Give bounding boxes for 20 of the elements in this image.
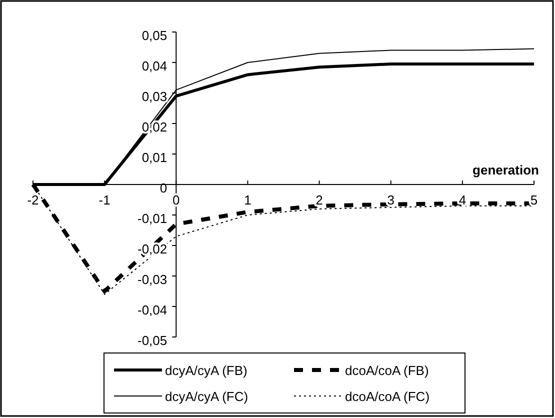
- legend-label: dcoA/coA (FC): [345, 389, 430, 404]
- y-tick-label: 0,05: [142, 28, 168, 43]
- x-axis-title: generation: [472, 162, 540, 178]
- x-tick-label: -2: [27, 192, 39, 208]
- y-tick-label: 0,04: [142, 58, 168, 74]
- y-tick-label: 0,03: [142, 88, 168, 104]
- x-tick-label: 2: [316, 192, 323, 208]
- y-tick-label: 0,01: [142, 150, 168, 165]
- x-tick-label: 1: [244, 192, 252, 208]
- legend-label: dcyA/cyA (FB): [165, 363, 248, 378]
- x-tick-label: 3: [387, 192, 394, 208]
- x-tick-label: 4: [458, 192, 466, 208]
- legend-label: dcyA/cyA (FC): [165, 389, 248, 404]
- y-tick-label: -0,01: [138, 210, 168, 226]
- y-tick-label: -0,03: [138, 272, 168, 287]
- y-tick-label: -0,04: [138, 302, 168, 318]
- legend-label: dcoA/coA (FB): [345, 363, 429, 378]
- y-tick-label: -0,05: [138, 332, 168, 348]
- x-tick-label: 5: [530, 192, 538, 208]
- x-tick-label: -1: [98, 192, 110, 208]
